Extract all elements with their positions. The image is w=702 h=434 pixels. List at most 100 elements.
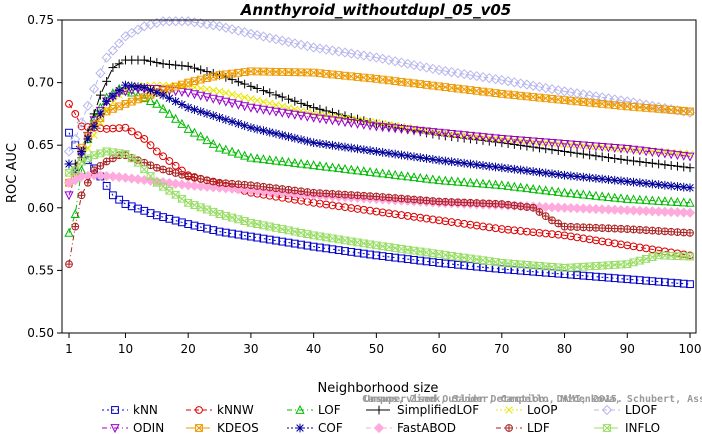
plot-frame [61, 19, 697, 334]
data-point [303, 188, 312, 196]
data-point [246, 123, 256, 133]
data-point [140, 135, 149, 143]
series-cof [64, 80, 695, 193]
data-point [151, 17, 162, 29]
data-point [497, 135, 507, 145]
data-point [484, 72, 495, 84]
data-point [597, 143, 607, 153]
data-point [284, 185, 293, 194]
data-point [384, 169, 394, 179]
data-point [640, 99, 652, 110]
data-point [321, 115, 331, 125]
data-point [290, 68, 299, 77]
data-point [196, 223, 205, 231]
watermark-line: Unsupervised Outlier Detection. DAMI, 20… [364, 393, 623, 405]
legend-item-kdeos: KDEOS [186, 421, 259, 434]
data-point [271, 155, 281, 165]
data-point [585, 150, 595, 160]
data-point [397, 77, 406, 86]
data-point [359, 249, 368, 258]
data-point [290, 186, 299, 195]
legend-item-knn: kNN [102, 403, 158, 417]
data-point [183, 123, 193, 133]
data-point [233, 25, 244, 36]
data-point [209, 177, 218, 186]
data-point [559, 140, 570, 150]
legend-swatch-marker [110, 424, 120, 434]
watermark-line: Campos, Zimek, Sander, Campello, Micenko… [362, 393, 702, 405]
y-tick-label: 0.70 [27, 76, 54, 90]
data-point [616, 176, 626, 186]
data-point [196, 91, 206, 101]
data-point [497, 200, 506, 208]
data-point [685, 163, 695, 173]
data-point [661, 227, 669, 236]
data-point [341, 190, 349, 199]
data-point [334, 117, 344, 127]
legend-label-ldf: LDF [527, 421, 550, 434]
data-point [598, 273, 607, 282]
data-point [234, 230, 243, 239]
data-point [359, 73, 368, 82]
data-point [95, 149, 105, 158]
data-point [371, 122, 381, 132]
data-point [239, 27, 250, 38]
data-point [265, 67, 274, 76]
data-point [65, 260, 73, 269]
data-point [584, 90, 595, 101]
data-point [460, 198, 469, 207]
data-point [278, 185, 287, 193]
data-point [590, 91, 602, 102]
data-point [573, 271, 581, 280]
legend-label-simplifiedlof: SimplifiedLOF [397, 403, 479, 417]
data-point [598, 99, 607, 108]
data-point [284, 68, 293, 76]
data-point [396, 57, 407, 68]
data-point [647, 195, 657, 205]
data-point [603, 93, 614, 104]
watermark: Unsupervised Outlier Detection. DAMI, 20… [362, 393, 702, 405]
data-point [334, 246, 343, 255]
data-point [226, 183, 238, 194]
data-point [622, 177, 632, 186]
data-point [196, 107, 206, 117]
data-point [509, 77, 520, 88]
data-point [165, 167, 174, 176]
x-tick-label: 1 [65, 342, 73, 356]
data-point [660, 196, 670, 206]
data-point [208, 20, 219, 31]
legend-label-loop: LoOP [527, 403, 558, 417]
data-point [416, 196, 425, 204]
x-tick-label: 20 [181, 342, 196, 356]
legend-label-odin: ODIN [133, 421, 164, 434]
data-point [572, 172, 582, 181]
data-point [203, 176, 211, 185]
legend-label-ldof: LDOF [625, 403, 657, 417]
data-point [459, 158, 469, 168]
data-point [145, 19, 156, 30]
data-point [127, 202, 136, 211]
data-point [347, 72, 356, 81]
data-point [679, 182, 689, 192]
data-point [628, 258, 639, 267]
data-point [685, 252, 695, 261]
data-point [452, 67, 464, 79]
data-point [679, 197, 689, 207]
data-point [617, 101, 625, 110]
data-point [253, 182, 262, 190]
data-point [252, 124, 262, 134]
data-point [214, 210, 225, 218]
data-point [504, 90, 512, 99]
data-point [465, 177, 476, 187]
data-point [371, 52, 382, 63]
data-point [190, 173, 199, 182]
data-point [635, 256, 645, 265]
data-point [308, 42, 319, 53]
data-point [402, 58, 413, 69]
data-point [466, 262, 475, 270]
data-point [159, 152, 167, 161]
data-point [623, 225, 632, 233]
data-point [184, 220, 193, 228]
data-point [541, 94, 550, 103]
data-point [84, 144, 92, 153]
